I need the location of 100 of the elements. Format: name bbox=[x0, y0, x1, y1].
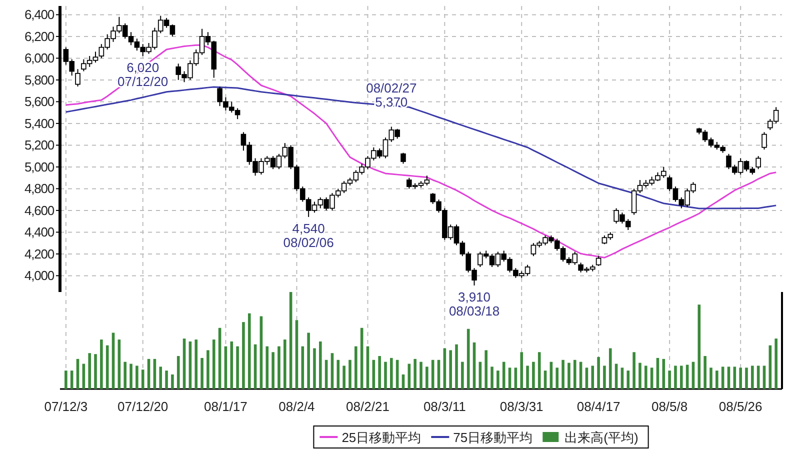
bar bbox=[626, 370, 630, 389]
candlestick bbox=[75, 68, 80, 87]
bar bbox=[272, 352, 274, 389]
bar bbox=[159, 366, 162, 389]
bar bbox=[568, 362, 570, 389]
bar bbox=[597, 356, 600, 389]
bar bbox=[698, 304, 701, 389]
bar bbox=[620, 368, 624, 389]
bar bbox=[141, 370, 144, 389]
bar bbox=[704, 356, 706, 389]
bar bbox=[64, 370, 68, 389]
bar bbox=[171, 374, 174, 389]
bar bbox=[721, 366, 724, 389]
bar bbox=[88, 353, 91, 389]
bar bbox=[248, 313, 251, 389]
bar bbox=[378, 356, 381, 389]
bar bbox=[603, 366, 606, 389]
x-tick-label: 08/1/17 bbox=[204, 399, 248, 414]
y-tick-label: 6,200 bbox=[24, 28, 54, 44]
bar bbox=[384, 362, 387, 389]
annotation: 3,910 08/03/18 bbox=[448, 289, 500, 318]
x-tick-label: 07/12/20 bbox=[118, 399, 168, 414]
bar bbox=[176, 356, 180, 389]
x-tick-label: 08/3/31 bbox=[500, 399, 544, 414]
bar bbox=[307, 332, 310, 389]
bar bbox=[585, 368, 588, 389]
bar bbox=[538, 352, 541, 389]
bar bbox=[674, 366, 677, 389]
bar bbox=[573, 360, 576, 389]
y-tick-label: 5,200 bbox=[24, 138, 54, 153]
x-tick-label: 08/2/21 bbox=[346, 399, 390, 414]
bar bbox=[455, 344, 458, 389]
bar bbox=[650, 368, 654, 389]
bar bbox=[165, 370, 168, 389]
x-tick-label: 07/12/3 bbox=[44, 399, 88, 414]
bar bbox=[348, 360, 352, 389]
bar bbox=[266, 346, 269, 389]
bar bbox=[508, 368, 512, 389]
legend-label: 25日移動平均 bbox=[342, 430, 422, 445]
bar bbox=[94, 354, 97, 389]
bar bbox=[745, 368, 748, 389]
legend-label: 出来高(平均) bbox=[564, 430, 638, 445]
x-tick-label: 08/5/8 bbox=[651, 399, 688, 414]
bar bbox=[313, 348, 316, 389]
bar bbox=[638, 362, 642, 389]
bar bbox=[449, 350, 452, 389]
candlestick bbox=[762, 132, 767, 150]
y-tick-label: 4,400 bbox=[24, 224, 54, 240]
bar bbox=[532, 362, 535, 389]
bar bbox=[194, 340, 198, 389]
candlestick bbox=[596, 256, 602, 266]
bar bbox=[200, 358, 204, 389]
bar bbox=[330, 353, 334, 389]
bar bbox=[716, 370, 718, 389]
x-tick-label: 08/2/4 bbox=[278, 399, 315, 414]
bar bbox=[608, 348, 612, 389]
y-tick-label: 6,000 bbox=[24, 50, 54, 66]
x-tick-label: 08/4/17 bbox=[576, 399, 620, 414]
bar bbox=[212, 340, 216, 389]
bar bbox=[668, 370, 671, 389]
bar bbox=[526, 366, 529, 389]
bar bbox=[301, 346, 304, 389]
annotation: 4,540 08/02/06 bbox=[283, 220, 334, 250]
bar bbox=[544, 370, 547, 389]
bar bbox=[502, 362, 506, 389]
bar bbox=[520, 352, 524, 389]
bar bbox=[283, 340, 286, 389]
x-tick-label: 08/5/26 bbox=[718, 399, 762, 414]
bar bbox=[420, 362, 422, 389]
bar bbox=[562, 360, 564, 389]
bar bbox=[390, 358, 393, 389]
bar bbox=[727, 366, 730, 389]
bar bbox=[336, 360, 340, 389]
y-tick-label: 5,000 bbox=[24, 159, 54, 174]
bar bbox=[278, 346, 280, 389]
y-tick-label: 4,200 bbox=[24, 246, 54, 262]
bar bbox=[774, 338, 778, 389]
bar bbox=[354, 346, 358, 389]
bar bbox=[514, 368, 518, 389]
bar bbox=[318, 341, 322, 389]
bar bbox=[100, 340, 103, 389]
bar bbox=[206, 350, 210, 389]
bar bbox=[496, 370, 500, 389]
bar bbox=[556, 368, 559, 389]
bar bbox=[130, 364, 132, 389]
bar bbox=[342, 366, 346, 389]
bar bbox=[710, 368, 712, 389]
bar bbox=[461, 362, 464, 389]
bar bbox=[236, 346, 239, 389]
y-tick-label: 4,800 bbox=[24, 181, 54, 196]
candlestick bbox=[756, 156, 761, 170]
bar bbox=[70, 370, 74, 389]
y-tick-label: 5,400 bbox=[24, 116, 54, 131]
bar bbox=[733, 366, 736, 389]
bar bbox=[414, 358, 416, 389]
bar bbox=[751, 366, 754, 389]
y-tick-label: 4,000 bbox=[24, 268, 54, 284]
legend-label: 75日移動平均 bbox=[453, 430, 533, 445]
y-tick-label: 4,600 bbox=[24, 202, 54, 218]
bar bbox=[680, 366, 683, 389]
